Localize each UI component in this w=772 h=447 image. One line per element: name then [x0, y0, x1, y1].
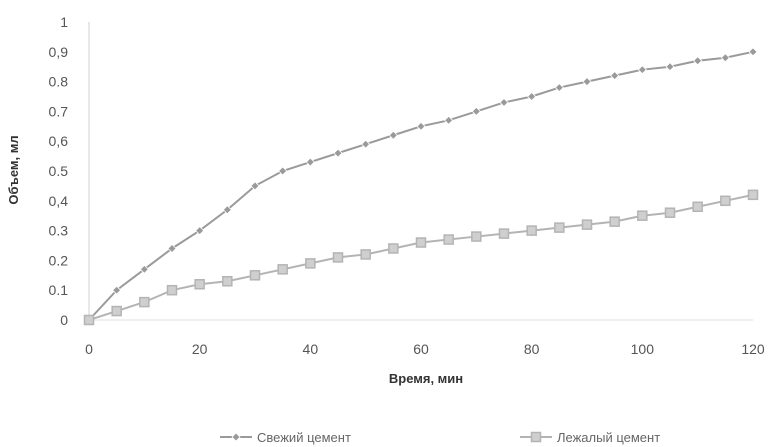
- series-1-point: [167, 243, 177, 254]
- x-tick-label: 100: [631, 341, 655, 357]
- series-2-point: [222, 276, 233, 287]
- x-axis-title: Время, мин: [389, 371, 463, 386]
- series-2-point: [526, 225, 537, 236]
- x-tick-label: 60: [413, 341, 429, 357]
- series-1: [84, 47, 758, 325]
- series-2-point: [443, 234, 454, 245]
- series-1-point: [527, 91, 537, 102]
- legend-swatch-marker: [530, 431, 542, 443]
- series-1-point: [693, 56, 703, 66]
- series-1-point: [278, 166, 288, 176]
- series-2-point: [277, 264, 288, 275]
- series-2-point: [111, 305, 122, 317]
- series-2-point: [609, 216, 620, 227]
- series-1-point: [748, 47, 758, 57]
- series-1-point: [333, 148, 343, 158]
- series-1-point: [305, 157, 315, 167]
- y-tick-label: 0.3: [49, 223, 69, 239]
- series-2-point: [166, 284, 178, 296]
- series-2-point: [360, 249, 371, 260]
- y-tick-label: 0.7: [49, 103, 69, 119]
- y-tick-label: 0.1: [49, 282, 69, 298]
- x-tick-label: 0: [85, 341, 93, 357]
- y-tick-label: 0: [60, 312, 68, 328]
- series-1-point: [499, 97, 509, 108]
- series-2-point: [747, 189, 759, 201]
- series-1-point: [222, 205, 232, 215]
- series-1-line: [88, 50, 754, 321]
- legend-item-1: Свежий цемент: [220, 430, 351, 445]
- y-axis: 0 0.1 0.2 0.3 0,4 0.5 0,6 0.7 0.8 0,9 1: [49, 14, 90, 328]
- y-tick-label: 0,6: [49, 133, 69, 149]
- y-tick-label: 0,4: [49, 193, 69, 209]
- series-2-point: [249, 270, 261, 281]
- y-tick-label: 0,9: [49, 44, 69, 60]
- series-1-point: [250, 181, 260, 191]
- series-1-point: [416, 121, 426, 131]
- series-2-point: [471, 231, 482, 242]
- series-1-point: [139, 264, 149, 274]
- series-2-point: [581, 219, 593, 230]
- series-1-point: [610, 71, 620, 81]
- series-2-point: [305, 258, 316, 269]
- series-2-point: [415, 237, 427, 248]
- legend-swatch-marker: [231, 432, 241, 442]
- legend-label: Лежалый цемент: [557, 430, 660, 445]
- series-2-line: [88, 193, 754, 321]
- series-2-point: [388, 243, 399, 254]
- legend-item-2: Лежалый цемент: [520, 430, 660, 445]
- series-1-point: [582, 77, 592, 87]
- series-1-point: [471, 106, 481, 116]
- y-tick-label: 0.2: [49, 252, 69, 268]
- series-1-point: [361, 139, 371, 149]
- y-tick-label: 0.8: [49, 74, 69, 90]
- series-2-point: [83, 314, 95, 326]
- legend-label: Свежий цемент: [257, 430, 351, 445]
- x-tick-label: 120: [741, 341, 765, 357]
- x-tick-label: 40: [303, 341, 319, 357]
- legend: Свежий цемент Лежалый цемент: [220, 430, 660, 445]
- y-tick-label: 0.5: [49, 163, 69, 179]
- series-1-point: [444, 115, 454, 125]
- series-2-point: [139, 296, 150, 308]
- series-1-point: [112, 285, 122, 295]
- series-2-point: [194, 278, 205, 290]
- series-2: [83, 189, 759, 326]
- series-2-point: [332, 252, 344, 263]
- series-2-point: [554, 222, 565, 233]
- y-tick-label: 1: [60, 14, 68, 30]
- x-axis: 0 20 40 60 80 100 120: [85, 319, 765, 357]
- x-tick-label: 20: [192, 341, 208, 357]
- series-1-point: [388, 130, 398, 140]
- series-2-point: [498, 228, 510, 239]
- series-1-point: [637, 65, 647, 75]
- series-2-point: [637, 210, 648, 221]
- series-2-point: [720, 195, 731, 207]
- x-tick-label: 80: [524, 341, 540, 357]
- series-layer: [83, 47, 759, 326]
- series-1-point: [195, 226, 205, 236]
- series-1-point: [720, 53, 730, 63]
- y-axis-title: Объем, мл: [6, 135, 21, 204]
- series-2-point: [664, 207, 676, 218]
- series-1-point: [665, 62, 675, 72]
- series-2-point: [692, 201, 703, 213]
- series-1-point: [554, 82, 564, 93]
